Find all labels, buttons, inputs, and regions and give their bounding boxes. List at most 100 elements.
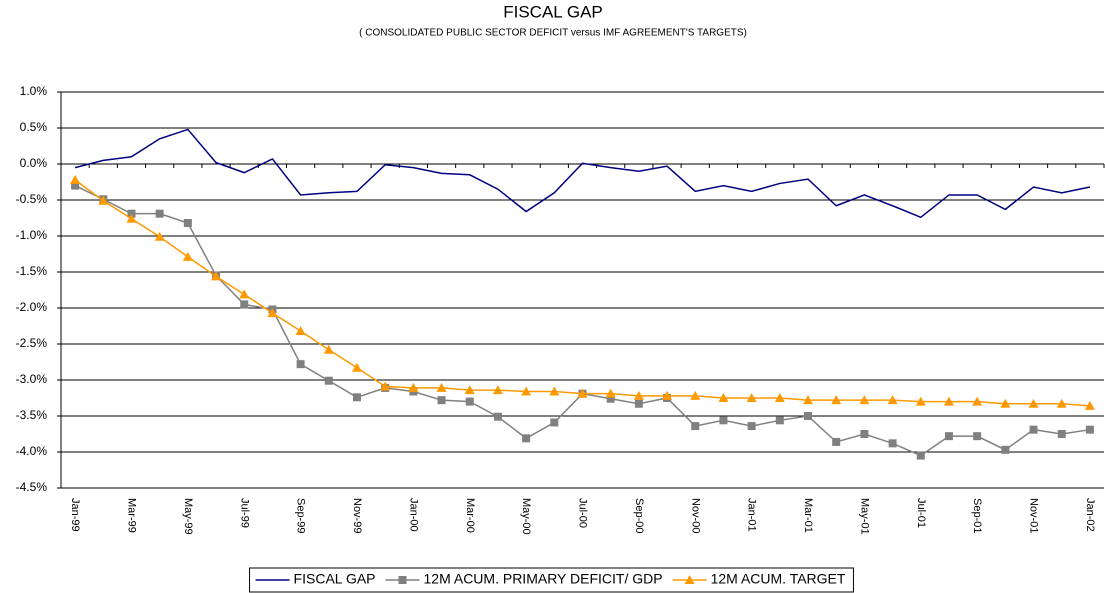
point-marker: [718, 393, 729, 402]
point-marker: [182, 251, 193, 261]
point-marker: [324, 376, 333, 385]
point-marker: [746, 393, 757, 402]
point-marker: [1001, 445, 1010, 454]
y-tick-label: -3.5%: [16, 408, 48, 422]
point-marker: [577, 388, 588, 398]
point-marker: [775, 416, 784, 425]
point-marker: [295, 326, 306, 336]
series: [74, 128, 1091, 219]
point-marker: [972, 396, 983, 406]
y-tick-label: -4.0%: [16, 444, 48, 458]
point-marker: [1056, 398, 1067, 408]
point-marker: [465, 397, 474, 406]
series-line: [74, 184, 1091, 457]
x-tick-label: Jan-99: [69, 498, 81, 532]
point-marker: [437, 396, 446, 405]
point-marker: [804, 412, 813, 420]
chart-title: FISCAL GAP: [503, 2, 603, 21]
point-marker: [351, 362, 362, 372]
point-marker: [944, 432, 953, 441]
point-marker: [71, 181, 80, 190]
x-tick-label: May-99: [182, 498, 194, 535]
point-marker: [398, 576, 407, 584]
point-marker: [973, 432, 982, 441]
x-tick-label: Sep-00: [633, 498, 645, 533]
y-tick-label: -2.5%: [16, 336, 48, 350]
x-tick-label: Nov-01: [1028, 498, 1040, 533]
y-tick-label: -3.0%: [16, 372, 48, 386]
point-marker: [296, 360, 305, 369]
point-marker: [605, 388, 616, 398]
legend-label: FISCAL GAP: [294, 571, 376, 587]
point-marker: [240, 300, 249, 309]
point-marker: [831, 395, 842, 405]
y-tick-label: -1.5%: [16, 264, 48, 278]
x-tick-label: Jul-01: [915, 498, 927, 528]
point-marker: [549, 386, 560, 396]
legend: FISCAL GAP 12M ACUM. PRIMARY DEFICIT/ GDP…: [249, 567, 854, 593]
point-marker: [211, 271, 222, 281]
point-marker: [521, 386, 532, 396]
point-marker: [719, 416, 728, 425]
point-marker: [690, 390, 701, 400]
point-marker: [915, 396, 926, 406]
point-marker: [550, 418, 559, 427]
point-marker: [633, 390, 644, 400]
x-tick-label: May-00: [520, 498, 532, 535]
point-marker: [127, 209, 136, 218]
y-tick-label: -1.0%: [16, 228, 48, 242]
x-tick-label: Mar-99: [126, 498, 138, 533]
series: [71, 181, 1094, 460]
point-marker: [323, 344, 334, 354]
point-marker: [662, 390, 673, 400]
point-marker: [859, 395, 870, 405]
point-marker: [436, 382, 447, 392]
chart-subtitle: ( CONSOLIDATED PUBLIC SECTOR DEFICIT ver…: [359, 28, 747, 39]
y-tick-label: -4.5%: [16, 480, 48, 494]
point-marker: [154, 231, 165, 241]
point-marker: [887, 395, 898, 405]
point-marker: [522, 434, 531, 443]
point-marker: [888, 439, 897, 448]
point-marker: [155, 209, 164, 218]
x-tick-label: Mar-01: [802, 498, 814, 533]
y-tick-label: 0.0%: [20, 156, 48, 170]
legend-box: [249, 567, 854, 593]
series: [70, 174, 1095, 410]
point-marker: [860, 430, 869, 438]
point-marker: [492, 385, 503, 395]
point-marker: [98, 195, 109, 205]
y-tick-label: -2.0%: [16, 300, 48, 314]
y-tick-label: 1.0%: [20, 84, 48, 98]
x-tick-label: Sep-99: [295, 498, 307, 533]
point-marker: [408, 382, 419, 392]
x-tick-label: Nov-00: [689, 498, 701, 533]
point-marker: [606, 394, 615, 403]
point-marker: [832, 437, 841, 446]
x-tick-label: Jul-00: [577, 498, 589, 528]
point-marker: [774, 393, 785, 402]
legend-item: 12M ACUM. TARGET: [672, 571, 846, 587]
point-marker: [493, 412, 502, 421]
point-marker: [943, 396, 954, 406]
legend-item: FISCAL GAP: [255, 571, 376, 587]
point-marker: [1029, 425, 1038, 434]
point-marker: [1028, 398, 1039, 408]
legend-label: 12M ACUM. PRIMARY DEFICIT/ GDP: [424, 571, 663, 587]
point-marker: [126, 213, 137, 223]
point-marker: [183, 219, 192, 228]
series-line: [74, 128, 1091, 219]
y-tick-label: -0.5%: [16, 192, 48, 206]
point-marker: [70, 174, 81, 184]
point-marker: [634, 399, 643, 408]
x-tick-label: Nov-99: [351, 498, 363, 533]
point-marker: [1084, 400, 1095, 410]
point-marker: [916, 451, 925, 460]
point-marker: [464, 385, 475, 395]
point-marker: [239, 289, 250, 299]
x-tick-label: Jul-99: [238, 498, 250, 528]
x-tick-label: Jan-01: [746, 498, 758, 532]
x-tick-label: Sep-01: [971, 498, 983, 533]
